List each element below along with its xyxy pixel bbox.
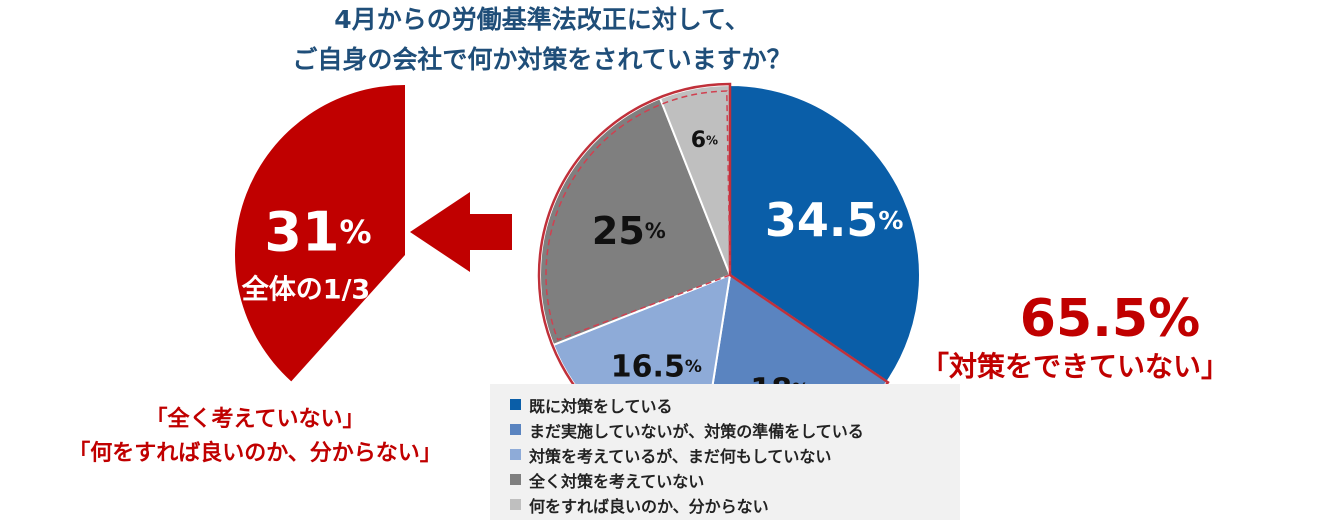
group-outline-callout xyxy=(545,90,731,341)
summary-percent: 65.5% xyxy=(1019,289,1201,349)
summary-label: 「対策をできていない」 xyxy=(920,350,1229,383)
legend-label: 全く対策を考えていない xyxy=(529,471,705,491)
legend-label: 対策を考えているが、まだ何もしていない xyxy=(529,446,832,466)
callout-wedge xyxy=(234,85,405,382)
legend-item: まだ実施していないが、対策の準備をしている xyxy=(510,417,960,442)
chart-title-line-1: 4月からの労働基準法改正に対して、 xyxy=(334,5,750,34)
legend-swatch xyxy=(510,474,521,485)
legend-swatch xyxy=(510,449,521,460)
callout-arrow xyxy=(410,192,512,272)
chart-title-line-2: ご自身の会社で何か対策をされていますか？ xyxy=(292,45,792,74)
chart-legend: 既に対策をしているまだ実施していないが、対策の準備をしている 対策を考えているが、… xyxy=(490,384,960,520)
legend-item: 全く対策を考えていない xyxy=(510,467,960,492)
legend-swatch xyxy=(510,499,521,510)
callout-sublabel: 全体の1/3 xyxy=(241,274,370,306)
legend-label: 何をすれば良いのか、分からない xyxy=(529,496,769,516)
callout-note-line-1: 「全く考えていない」 xyxy=(145,407,365,432)
legend-label: 既に対策をしている xyxy=(529,396,673,416)
legend-item: 何をすれば良いのか、分からない xyxy=(510,492,960,517)
legend-item: 既に対策をしている xyxy=(510,392,960,417)
legend-label: まだ実施していないが、対策の準備をしている xyxy=(529,421,864,441)
pie-slice xyxy=(729,83,921,384)
legend-swatch xyxy=(510,424,521,435)
legend-item: 対策を考えているが、まだ何もしていない xyxy=(510,442,960,467)
legend-swatch xyxy=(510,399,521,410)
callout-note-line-2: 「何をすれば良いのか、分からない」 xyxy=(68,441,442,466)
